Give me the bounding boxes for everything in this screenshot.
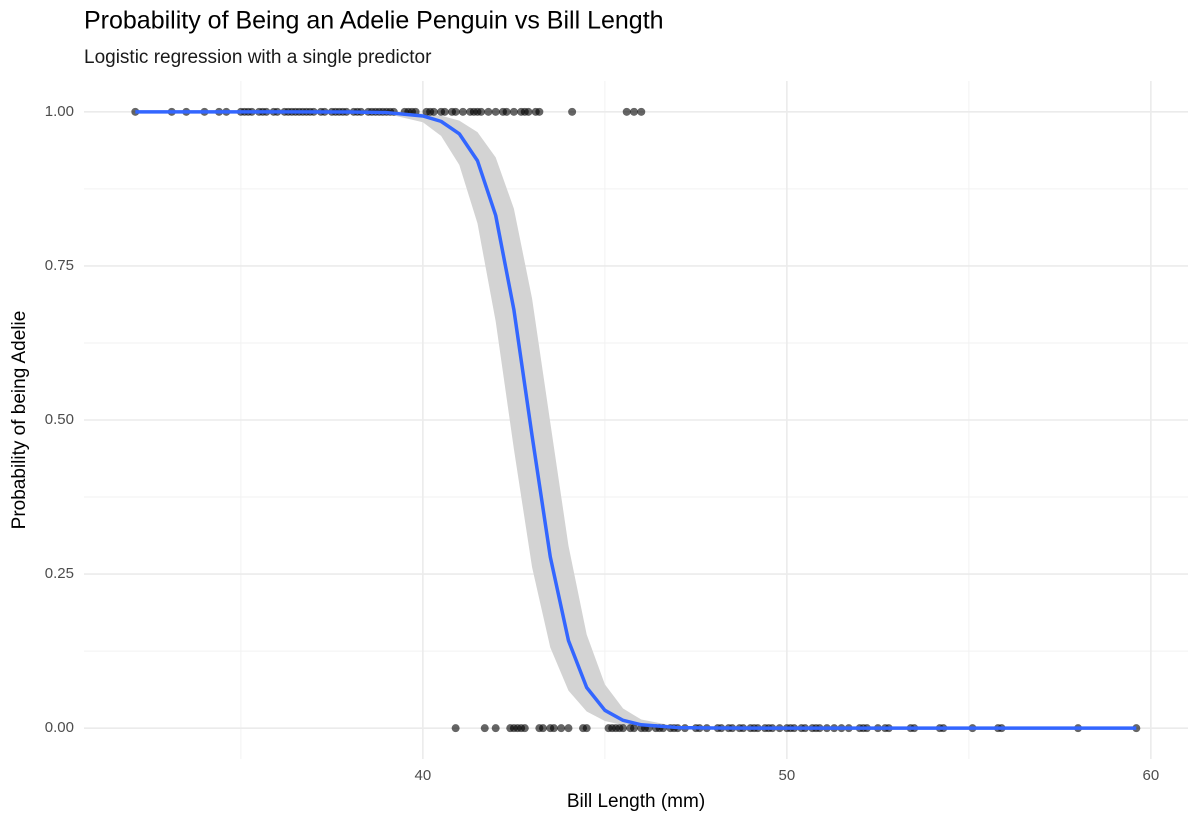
data-point [535,107,544,116]
y-axis-title: Probability of being Adelie [9,311,30,530]
y-tick-label: 0.25 [45,565,74,582]
data-point [582,724,591,733]
data-point [480,724,489,733]
data-point [429,107,438,116]
data-point [502,107,511,116]
data-point [458,107,467,116]
data-point [524,107,533,116]
data-point [637,107,646,116]
x-tick-label: 60 [1143,767,1160,784]
fit-line [135,110,1137,730]
data-point [619,724,628,733]
data-point [520,724,529,733]
y-tick-label: 1.00 [45,103,74,120]
data-point [629,724,638,733]
data-point [622,107,631,116]
data-point [484,107,493,116]
data-point [491,724,500,733]
data-point [451,724,460,733]
chart-title: Probability of Being an Adelie Penguin v… [84,7,664,35]
x-tick-label: 50 [779,767,796,784]
data-point [509,107,518,116]
data-point [440,107,449,116]
y-tick-label: 0.00 [45,719,74,736]
data-point [451,107,460,116]
data-point [549,724,558,733]
y-tick-label: 0.50 [45,411,74,428]
data-point [557,724,566,733]
data-point [491,107,500,116]
data-point [564,724,573,733]
data-point [629,107,638,116]
data-point [477,107,486,116]
x-tick-label: 40 [415,767,432,784]
x-axis-title: Bill Length (mm) [567,791,705,812]
data-point [568,107,577,116]
data-point [538,724,547,733]
y-tick-label: 0.75 [45,257,74,274]
chart-subtitle: Logistic regression with a single predic… [84,47,432,68]
